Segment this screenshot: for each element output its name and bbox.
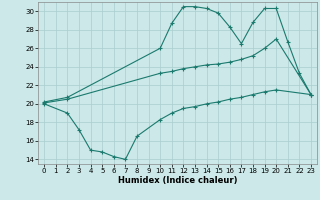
X-axis label: Humidex (Indice chaleur): Humidex (Indice chaleur) — [118, 176, 237, 185]
